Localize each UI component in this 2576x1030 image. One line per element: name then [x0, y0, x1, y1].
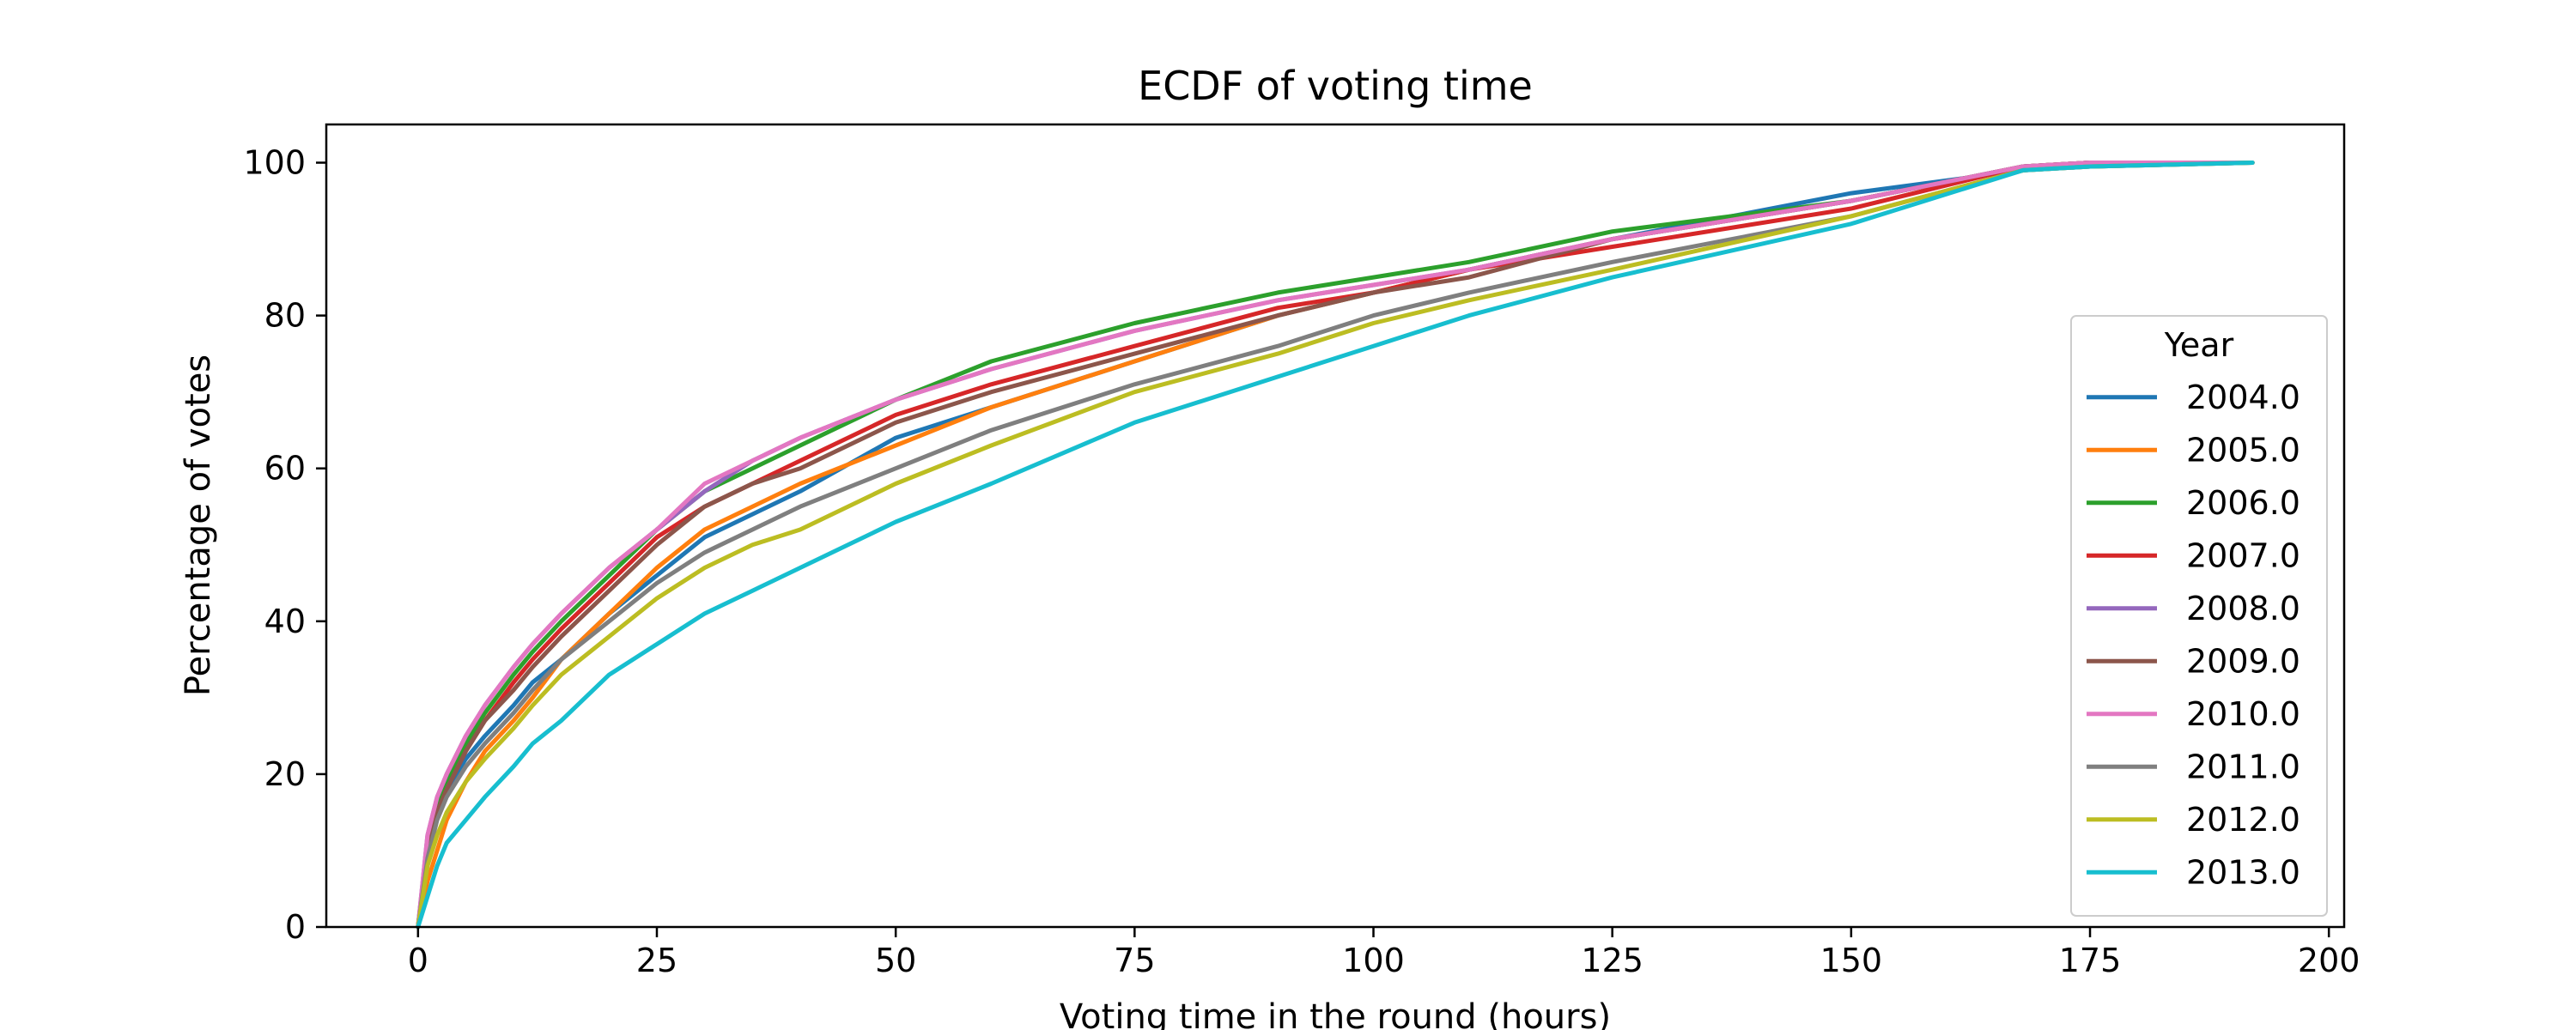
- legend-label: 2006.0: [2186, 484, 2300, 522]
- series-layer: [416, 161, 2255, 930]
- x-tick-label: 100: [1342, 942, 1405, 979]
- y-tick-label: 20: [264, 755, 306, 793]
- legend-label: 2010.0: [2186, 695, 2300, 733]
- series-line-2013-0: [416, 161, 2255, 930]
- x-tick-label: 0: [408, 942, 428, 979]
- y-tick-label: 0: [285, 908, 306, 946]
- legend-title: Year: [2164, 326, 2234, 364]
- legend-label: 2012.0: [2186, 801, 2300, 839]
- chart-title: ECDF of voting time: [1138, 63, 1533, 109]
- y-tick-label: 40: [264, 603, 306, 640]
- plot-area-frame: [325, 123, 2346, 929]
- series-line-2010-0: [416, 161, 2255, 930]
- x-tick-label: 200: [2298, 942, 2360, 979]
- y-tick-label: 100: [243, 144, 306, 182]
- legend: Year 2004.0 2005.0 2006.0 2007.0 2008.0 2009.0…: [2070, 315, 2328, 917]
- y-tick-label: 60: [264, 450, 306, 488]
- legend-label: 2008.0: [2186, 590, 2300, 627]
- series-line-2011-0: [416, 161, 2255, 930]
- x-axis-label: Voting time in the round (hours): [1060, 997, 1611, 1030]
- legend-label: 2009.0: [2186, 642, 2300, 680]
- y-tick-label: 80: [264, 297, 306, 335]
- legend-label: 2007.0: [2186, 536, 2300, 574]
- ticks-layer: 0 25 50 75 100 125 150 175 200 0 20 40 60 80 100: [243, 144, 2360, 979]
- legend-label: 2011.0: [2186, 748, 2300, 785]
- y-axis-label: Percentage of votes: [179, 354, 218, 696]
- legend-label: 2004.0: [2186, 379, 2300, 416]
- x-tick-label: 25: [636, 942, 677, 979]
- legend-label: 2005.0: [2186, 431, 2300, 469]
- series-line-2006-0: [416, 161, 2255, 930]
- x-tick-label: 150: [1820, 942, 1883, 979]
- x-tick-label: 125: [1581, 942, 1643, 979]
- series-line-2012-0: [416, 161, 2255, 930]
- x-tick-label: 175: [2059, 942, 2122, 979]
- x-tick-label: 50: [875, 942, 916, 979]
- x-tick-label: 75: [1114, 942, 1155, 979]
- legend-label: 2013.0: [2186, 853, 2300, 891]
